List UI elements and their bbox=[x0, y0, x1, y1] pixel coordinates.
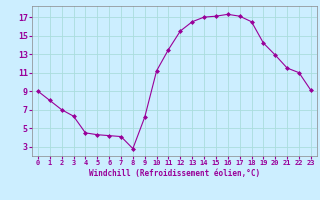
X-axis label: Windchill (Refroidissement éolien,°C): Windchill (Refroidissement éolien,°C) bbox=[89, 169, 260, 178]
